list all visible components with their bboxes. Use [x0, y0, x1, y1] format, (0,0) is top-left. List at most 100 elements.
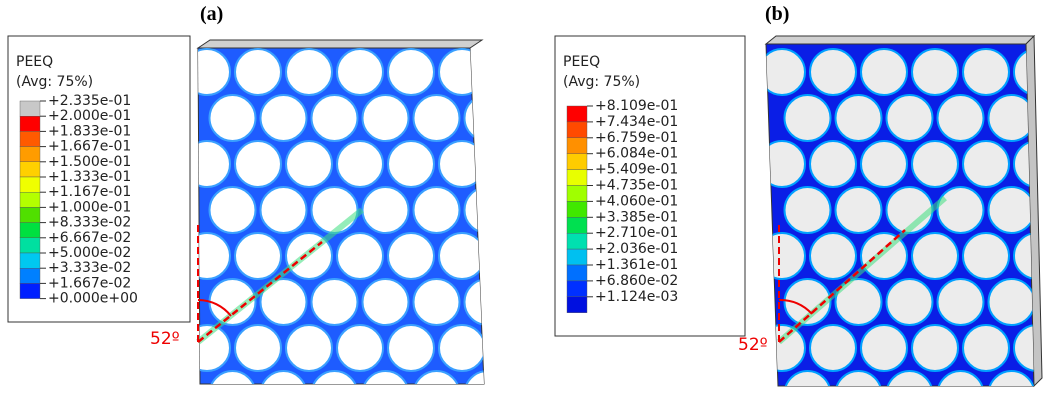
fiber — [286, 141, 332, 187]
fiber — [861, 141, 907, 187]
fiber — [1040, 95, 1047, 141]
fiber — [286, 49, 332, 95]
fiber — [912, 49, 958, 95]
legend-swatch — [20, 147, 40, 162]
plate-top — [198, 40, 482, 48]
fiber — [861, 325, 907, 371]
fibers — [759, 49, 1047, 401]
fiber — [861, 49, 907, 95]
fiber — [337, 233, 383, 279]
fiber — [938, 279, 984, 325]
legend-entry: +1.361e-01 — [595, 257, 678, 273]
legend-entry: +1.124e-03 — [595, 289, 678, 305]
legend-swatch — [567, 138, 587, 154]
fiber — [312, 187, 358, 233]
fiber — [490, 141, 536, 187]
legend-entry: +1.000e-01 — [48, 199, 131, 215]
legend-swatch — [20, 162, 40, 177]
fiber — [235, 49, 281, 95]
fiber — [388, 325, 434, 371]
fiber — [363, 187, 409, 233]
fiber — [938, 187, 984, 233]
legend-title: PEEQ — [16, 54, 53, 70]
legend-entry: +1.667e-02 — [48, 275, 131, 291]
fiber — [887, 279, 933, 325]
fiber — [210, 187, 256, 233]
fiber — [810, 325, 856, 371]
fiber — [363, 279, 409, 325]
fiber — [759, 141, 805, 187]
fiber — [465, 279, 511, 325]
legend-entry: +1.667e-01 — [48, 139, 131, 155]
legend-entry: +4.735e-01 — [595, 178, 678, 194]
fiber — [490, 325, 536, 371]
legend-subtitle: (Avg: 75%) — [16, 74, 93, 90]
fiber — [963, 141, 1009, 187]
fiber — [785, 95, 831, 141]
fiber — [286, 325, 332, 371]
legend-entry: +6.667e-02 — [48, 230, 131, 246]
legend-entry: +2.000e-01 — [48, 108, 131, 124]
fiber — [414, 279, 460, 325]
legend-swatch — [20, 207, 40, 222]
legend-entry: +6.084e-01 — [595, 146, 678, 162]
legend-swatch — [567, 249, 587, 265]
legend-swatch — [567, 170, 587, 186]
fiber — [516, 371, 562, 401]
legend-swatch — [567, 217, 587, 233]
legend-swatch — [567, 233, 587, 249]
legend-entry: +2.710e-01 — [595, 225, 678, 241]
legend-swatch — [567, 201, 587, 217]
fiber — [312, 279, 358, 325]
fibers — [184, 49, 562, 401]
legend-swatch — [20, 238, 40, 253]
fiber — [414, 95, 460, 141]
fiber — [439, 49, 485, 95]
legend-entry: +1.333e-01 — [48, 169, 131, 185]
legend-swatch — [567, 186, 587, 202]
legend-swatch — [567, 106, 587, 122]
fiber — [184, 233, 230, 279]
legend-swatch — [567, 281, 587, 297]
fiber — [810, 233, 856, 279]
legend-swatch — [20, 131, 40, 146]
fiber — [235, 233, 281, 279]
legend-swatch — [20, 223, 40, 238]
fiber — [337, 325, 383, 371]
fiber — [184, 141, 230, 187]
fiber — [963, 233, 1009, 279]
fiber — [912, 233, 958, 279]
fiber — [1040, 187, 1047, 233]
fiber — [388, 49, 434, 95]
fiber — [210, 95, 256, 141]
fiber — [912, 325, 958, 371]
fiber — [836, 95, 882, 141]
legend-entry: +6.759e-01 — [595, 130, 678, 146]
legend-entry: +2.335e-01 — [48, 93, 131, 109]
legend-entry: +0.000e+00 — [48, 291, 138, 307]
fiber — [439, 141, 485, 187]
legend-swatch — [20, 268, 40, 283]
fiber — [261, 187, 307, 233]
legend-swatch — [567, 265, 587, 281]
fiber — [337, 141, 383, 187]
fiber — [490, 49, 536, 95]
fiber — [912, 141, 958, 187]
fiber — [810, 141, 856, 187]
fiber — [439, 325, 485, 371]
angle-label: 52º — [738, 335, 768, 355]
fiber — [388, 233, 434, 279]
fiber — [759, 233, 805, 279]
plate-top — [766, 36, 1034, 44]
fiber — [836, 187, 882, 233]
legend-swatch — [20, 192, 40, 207]
fiber — [963, 325, 1009, 371]
legend-entry: +5.409e-01 — [595, 162, 678, 178]
fiber — [465, 187, 511, 233]
legend-entry: +5.000e-02 — [48, 245, 131, 261]
fiber — [759, 49, 805, 95]
fiber — [337, 49, 383, 95]
fiber — [363, 95, 409, 141]
angle-label: 52º — [150, 329, 180, 349]
fiber — [388, 141, 434, 187]
